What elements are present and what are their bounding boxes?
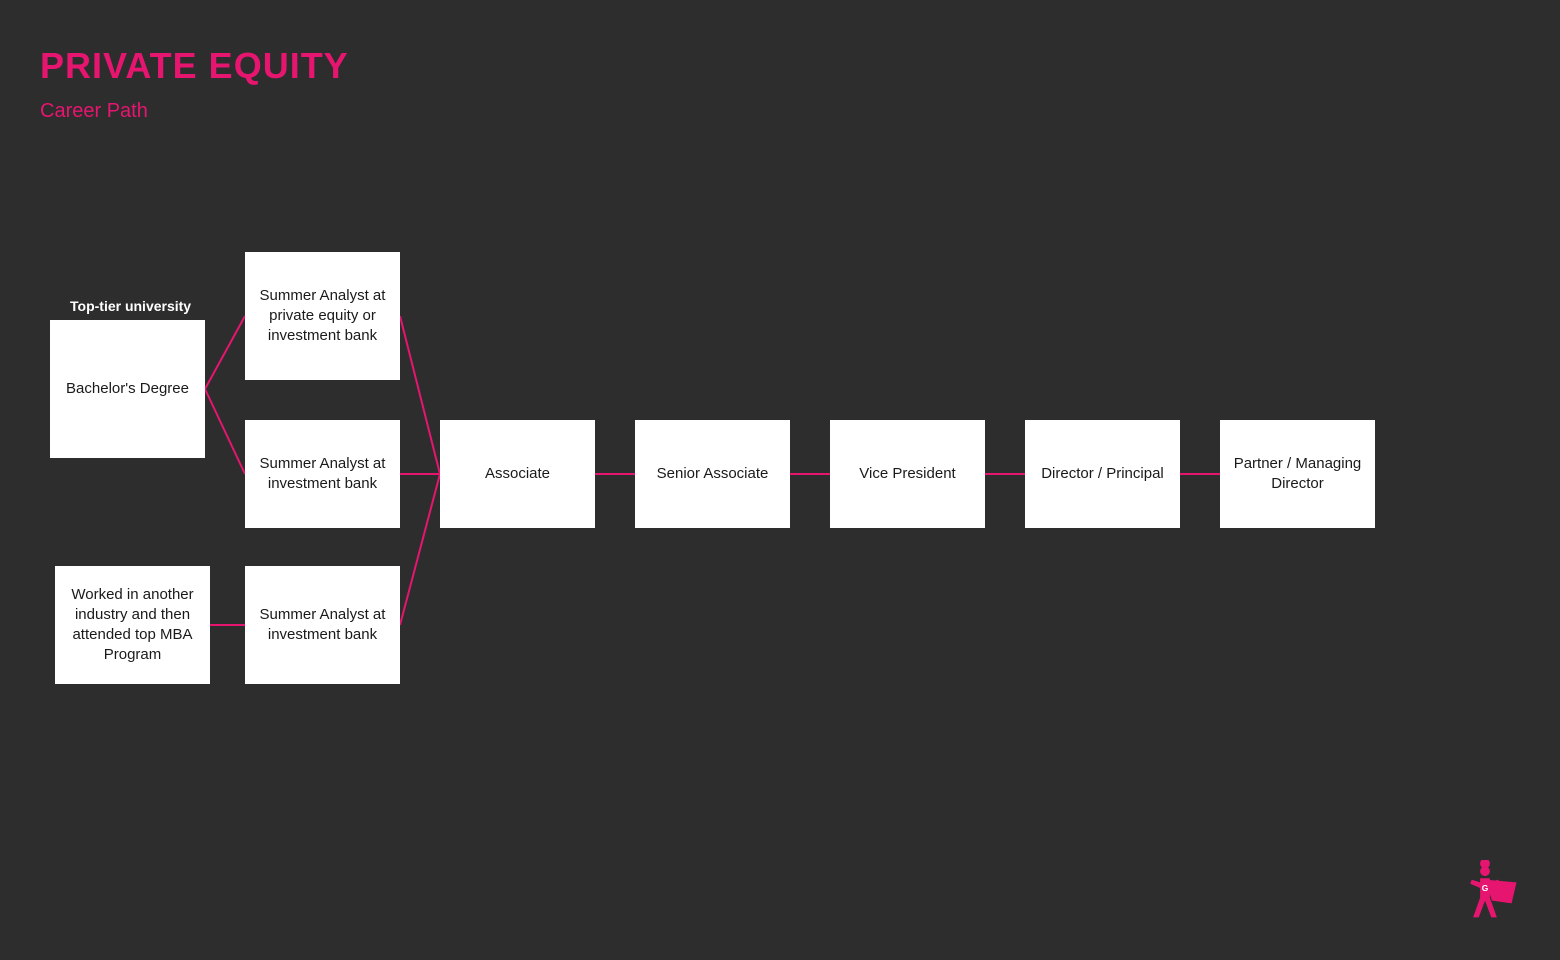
flow-node-senior: Senior Associate xyxy=(635,420,790,528)
flow-node-vp: Vice President xyxy=(830,420,985,528)
flow-node-summer_pe: Summer Analyst at private equity or inve… xyxy=(245,252,400,380)
flow-node-mba: Worked in another industry and then atte… xyxy=(55,566,210,684)
flow-node-partner: Partner / Managing Director xyxy=(1220,420,1375,528)
svg-text:G: G xyxy=(1482,883,1489,893)
flow-node-bachelors: Bachelor's Degree xyxy=(50,320,205,458)
page-title: PRIVATE EQUITY xyxy=(40,45,349,87)
flow-node-associate: Associate xyxy=(440,420,595,528)
brand-logo: G xyxy=(1450,860,1520,930)
annotation-top-tier: Top-tier university xyxy=(70,298,191,314)
flow-node-director: Director / Principal xyxy=(1025,420,1180,528)
flow-node-summer_ib1: Summer Analyst at investment bank xyxy=(245,420,400,528)
flow-node-summer_ib2: Summer Analyst at investment bank xyxy=(245,566,400,684)
page-subtitle: Career Path xyxy=(40,100,148,123)
